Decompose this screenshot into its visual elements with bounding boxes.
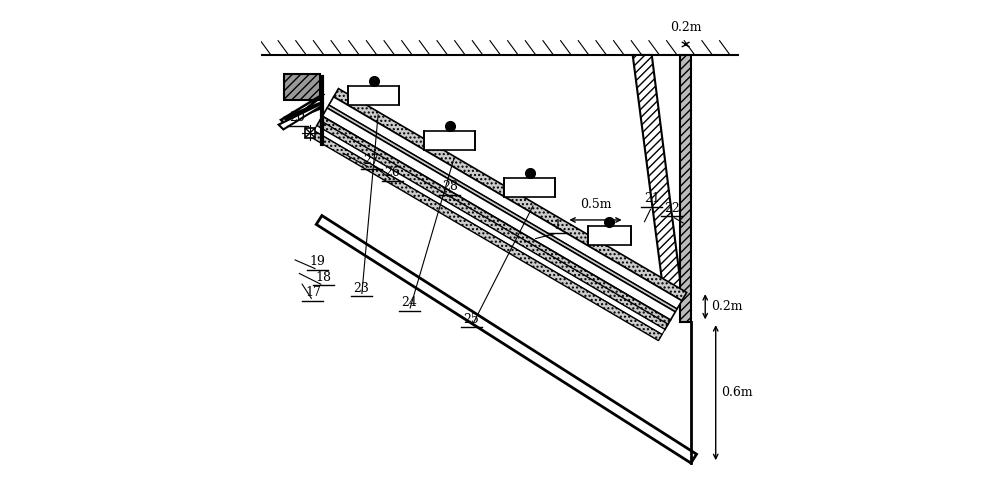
Text: 0.2m: 0.2m — [711, 300, 742, 314]
Polygon shape — [281, 94, 324, 125]
Text: 17: 17 — [305, 286, 321, 300]
Polygon shape — [329, 97, 682, 309]
Polygon shape — [348, 86, 399, 105]
Text: 23: 23 — [354, 282, 370, 295]
Text: 18: 18 — [315, 271, 331, 284]
Text: 0.6m: 0.6m — [721, 386, 753, 399]
Polygon shape — [310, 131, 662, 340]
Text: 19: 19 — [310, 255, 326, 268]
Text: 25: 25 — [463, 313, 479, 326]
Text: 28: 28 — [442, 180, 458, 193]
Text: 0.5m: 0.5m — [580, 198, 611, 211]
Bar — [680, 55, 691, 322]
Polygon shape — [279, 103, 323, 130]
Text: 24: 24 — [401, 297, 417, 309]
Polygon shape — [327, 105, 677, 312]
Polygon shape — [504, 178, 555, 197]
Text: 1: 1 — [553, 219, 561, 232]
Polygon shape — [633, 55, 682, 294]
Polygon shape — [322, 108, 675, 320]
Text: 0.2m: 0.2m — [670, 21, 701, 34]
Polygon shape — [317, 116, 671, 330]
Polygon shape — [316, 216, 697, 463]
Text: 26: 26 — [385, 166, 401, 179]
Polygon shape — [334, 89, 687, 300]
Polygon shape — [284, 103, 322, 122]
Text: 21: 21 — [644, 192, 660, 206]
Polygon shape — [588, 226, 631, 245]
Polygon shape — [424, 131, 475, 150]
Bar — [305, 128, 315, 138]
Text: 22: 22 — [664, 202, 680, 215]
Text: 20: 20 — [289, 111, 305, 124]
Polygon shape — [314, 126, 665, 335]
Bar — [284, 74, 320, 100]
Text: 27: 27 — [363, 154, 379, 167]
